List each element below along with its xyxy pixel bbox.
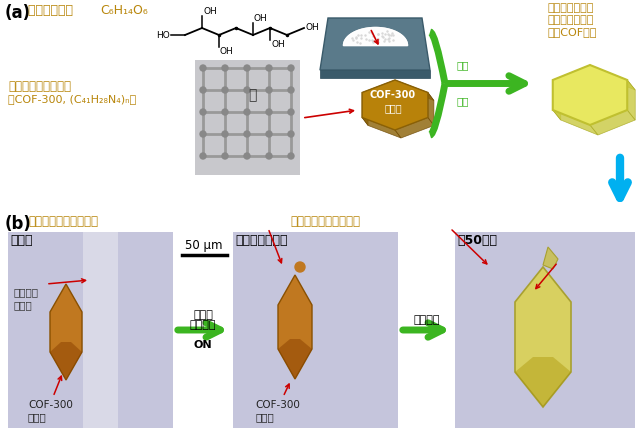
Text: 加熱前: 加熱前 (10, 234, 33, 247)
Circle shape (244, 153, 250, 159)
Circle shape (222, 109, 228, 115)
Circle shape (288, 87, 294, 93)
Circle shape (200, 131, 206, 137)
Polygon shape (50, 284, 82, 380)
Polygon shape (543, 247, 558, 269)
Text: 融液と接触直後: 融液と接触直後 (235, 234, 287, 247)
Polygon shape (553, 65, 627, 125)
Text: プレート: プレート (189, 320, 216, 330)
Circle shape (200, 109, 206, 115)
Text: (a): (a) (5, 4, 31, 22)
Polygon shape (395, 118, 434, 138)
Polygon shape (553, 110, 598, 135)
Text: 50 μm: 50 μm (185, 239, 223, 252)
Text: 飽和量含み膜張: 飽和量含み膜張 (548, 15, 595, 25)
Text: 約50分後: 約50分後 (457, 234, 497, 247)
Text: の結晶: の結晶 (255, 412, 274, 422)
Text: スライド: スライド (13, 287, 38, 297)
Circle shape (222, 131, 228, 137)
Text: したCOF結晶: したCOF結晶 (548, 27, 597, 37)
Circle shape (200, 153, 206, 159)
Polygon shape (627, 80, 636, 120)
Polygon shape (515, 267, 571, 407)
Polygon shape (278, 339, 312, 379)
Text: ホット: ホット (193, 310, 213, 320)
Circle shape (266, 153, 272, 159)
Circle shape (288, 109, 294, 115)
Bar (8, 232, 173, 428)
Circle shape (244, 65, 250, 71)
Circle shape (244, 87, 250, 93)
Polygon shape (320, 70, 430, 78)
Bar (455, 232, 635, 428)
Circle shape (244, 109, 250, 115)
Text: OH: OH (220, 47, 234, 56)
Circle shape (222, 153, 228, 159)
Bar (233, 232, 398, 428)
Polygon shape (50, 342, 82, 380)
Polygon shape (590, 65, 636, 90)
Circle shape (200, 87, 206, 93)
Text: マンニトール（液体）: マンニトール（液体） (290, 215, 360, 228)
Polygon shape (395, 80, 434, 101)
Text: ガラス: ガラス (13, 300, 32, 310)
Polygon shape (362, 92, 368, 125)
Polygon shape (553, 80, 561, 120)
Circle shape (295, 262, 305, 272)
Polygon shape (515, 357, 571, 407)
Circle shape (288, 65, 294, 71)
Polygon shape (428, 92, 434, 125)
Text: マンニトール（固体）: マンニトール（固体） (28, 215, 98, 228)
Text: の結晶: の結晶 (28, 412, 47, 422)
Text: 共有結合性有機骨格: 共有結合性有機骨格 (8, 80, 71, 93)
Circle shape (222, 65, 228, 71)
Text: OH: OH (203, 7, 217, 16)
Text: OH: OH (254, 14, 268, 23)
Polygon shape (362, 80, 401, 101)
Text: HO: HO (156, 30, 170, 39)
Circle shape (266, 87, 272, 93)
Circle shape (266, 131, 272, 137)
Circle shape (222, 87, 228, 93)
Polygon shape (590, 110, 636, 135)
Text: マンニトール: マンニトール (28, 4, 77, 17)
Text: C₆H₁₄O₆: C₆H₁₄O₆ (100, 4, 148, 17)
Polygon shape (553, 65, 598, 90)
Text: OH: OH (271, 40, 285, 49)
Text: ON: ON (194, 340, 212, 350)
Text: (b): (b) (5, 215, 32, 233)
Text: COF-300: COF-300 (28, 400, 73, 410)
Polygon shape (362, 118, 401, 138)
Circle shape (266, 109, 272, 115)
Polygon shape (320, 18, 430, 70)
Circle shape (200, 65, 206, 71)
Text: 含浸: 含浸 (457, 60, 469, 70)
Polygon shape (278, 275, 312, 379)
Text: COF-300: COF-300 (255, 400, 300, 410)
Text: （COF-300, (C₄₁H₂₈N₄)ₙ）: （COF-300, (C₄₁H₂₈N₄)ₙ） (8, 94, 136, 104)
Circle shape (244, 131, 250, 137)
Text: 孔: 孔 (248, 88, 256, 102)
Circle shape (288, 153, 294, 159)
Text: COF-300
の結晶: COF-300 の結晶 (370, 90, 416, 114)
Circle shape (288, 131, 294, 137)
Text: 融解: 融解 (457, 96, 469, 106)
Circle shape (266, 65, 272, 71)
Bar (83, 232, 118, 428)
Text: OH: OH (306, 23, 320, 33)
Text: 時間経過: 時間経過 (413, 315, 440, 325)
Polygon shape (362, 80, 428, 130)
Text: マンニトールを: マンニトールを (548, 3, 595, 13)
Bar (195, 60, 300, 175)
